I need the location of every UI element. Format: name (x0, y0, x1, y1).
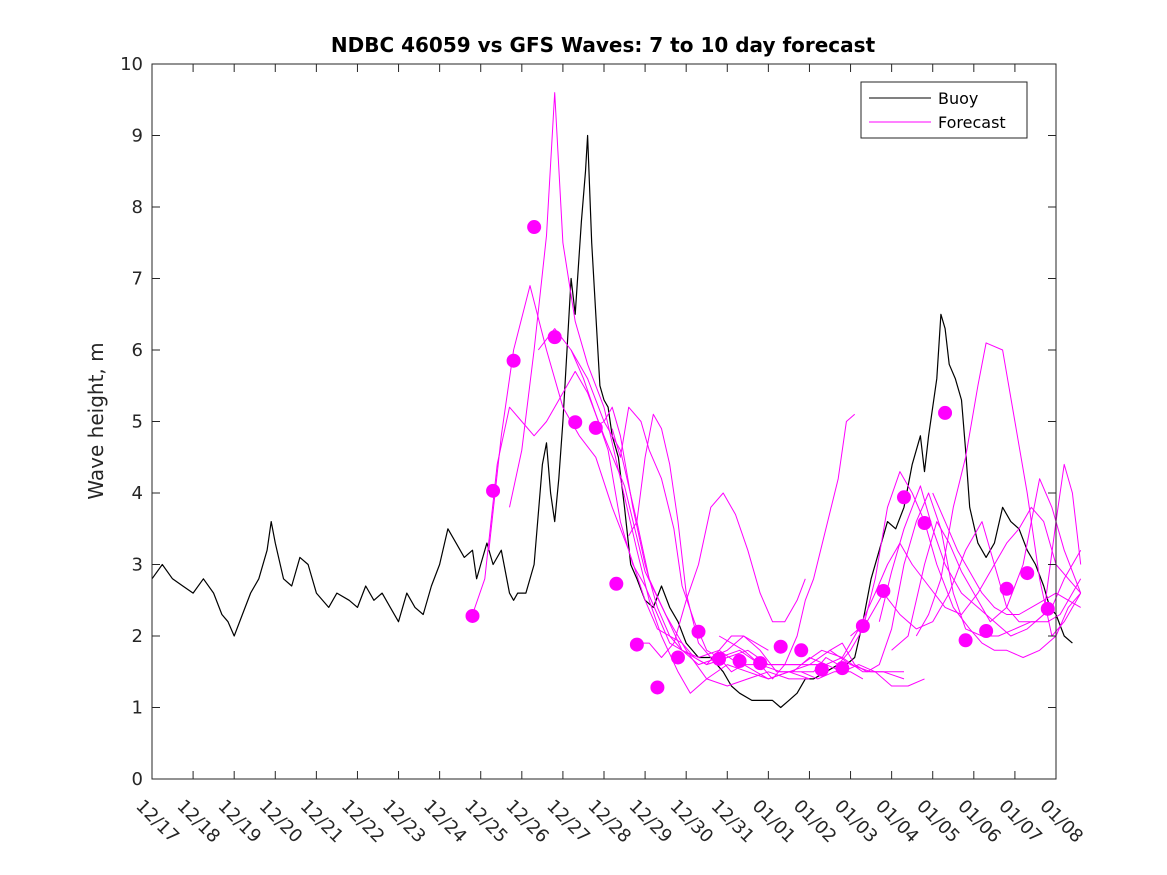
legend-box (860, 81, 1028, 139)
forecast-marker (547, 330, 562, 345)
chart-title: NDBC 46059 vs GFS Waves: 7 to 10 day for… (331, 33, 876, 57)
y-tick-label: 6 (132, 340, 143, 361)
y-tick-label: 0 (132, 769, 143, 790)
forecast-marker (629, 637, 644, 652)
marker-layer (465, 220, 1055, 695)
forecast-marker (999, 581, 1014, 596)
y-tick-label: 8 (132, 197, 143, 218)
forecast-marker (732, 654, 747, 669)
y-tick-label: 2 (132, 626, 143, 647)
y-tick-label: 7 (132, 269, 143, 290)
forecast-marker (896, 490, 911, 505)
y-axis: 0 1 2 3 4 5 6 7 8 9 10 (120, 54, 1056, 790)
y-axis-label: Wave height, m (84, 342, 108, 499)
forecast-marker (486, 483, 501, 498)
forecast-marker (855, 618, 870, 633)
forecast-marker (1040, 601, 1055, 616)
forecast-marker (568, 415, 583, 430)
forecast-marker (588, 420, 603, 435)
series-layer (151, 92, 1082, 709)
forecast-marker (794, 643, 809, 658)
forecast-series-line (915, 342, 1082, 637)
forecast-marker (465, 608, 480, 623)
y-tick-label: 4 (132, 483, 143, 504)
forecast-marker (938, 405, 953, 420)
forecast-marker (1020, 566, 1035, 581)
forecast-marker (958, 633, 973, 648)
forecast-series-line (591, 406, 904, 673)
forecast-series-line (829, 492, 1082, 673)
y-tick-label: 1 (132, 698, 143, 719)
forecast-series-line (611, 406, 810, 680)
forecast-marker (835, 661, 850, 676)
forecast-marker (814, 662, 829, 677)
legend-forecast-label: Forecast (938, 113, 1006, 132)
forecast-series-line (509, 92, 818, 694)
forecast-series-line (628, 413, 925, 687)
forecast-series-line (636, 492, 806, 658)
legend: Buoy Forecast (860, 81, 1028, 139)
forecast-series-line (718, 413, 856, 680)
forecast-series-line (472, 370, 810, 687)
forecast-marker (650, 680, 665, 695)
forecast-marker (773, 639, 788, 654)
forecast-marker (527, 220, 542, 235)
forecast-marker (609, 576, 624, 591)
forecast-series-line (891, 478, 1082, 651)
forecast-marker (876, 583, 891, 598)
legend-buoy-label: Buoy (938, 89, 978, 108)
forecast-series-line (878, 463, 1082, 637)
forecast-series-line (570, 349, 905, 680)
forecast-marker (979, 623, 994, 638)
forecast-marker (917, 516, 932, 531)
forecast-marker (753, 656, 768, 671)
y-tick-label: 9 (132, 126, 143, 147)
y-tick-label: 10 (120, 54, 143, 75)
forecast-series-line (537, 328, 864, 680)
y-tick-label: 5 (132, 412, 143, 433)
forecast-marker (670, 650, 685, 665)
forecast-marker (691, 624, 706, 639)
y-tick-label: 3 (132, 555, 143, 576)
forecast-marker (712, 651, 727, 666)
forecast-marker (506, 353, 521, 368)
buoy-series-line (151, 134, 1073, 709)
